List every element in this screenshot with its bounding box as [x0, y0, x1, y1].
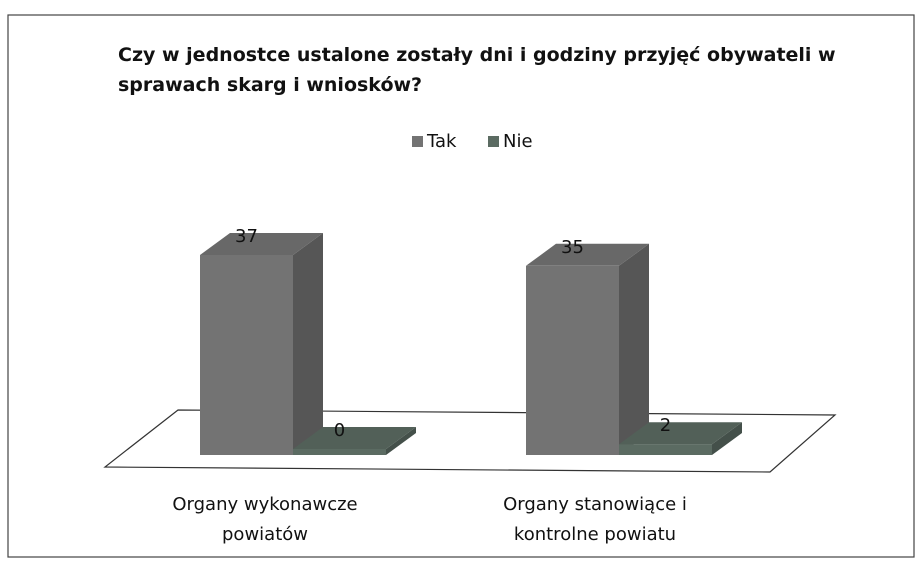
bar-side: [619, 243, 649, 455]
data-label: 37: [235, 226, 258, 247]
bar-side: [386, 427, 416, 455]
bar: [200, 233, 323, 455]
bar-top: [526, 243, 649, 266]
legend-label: Nie: [503, 131, 533, 152]
bar: [526, 243, 649, 455]
floor: [103, 409, 837, 473]
bar: [293, 427, 416, 455]
data-label: 0: [334, 420, 345, 441]
x-tick-label: Organy stanowiące i kontrolne powiatu: [503, 494, 687, 545]
chart-title: Czy w jednostce ustalone zostały dni i g…: [118, 44, 836, 96]
bar-front: [293, 449, 386, 455]
bar-top: [200, 233, 323, 255]
legend-swatch: [412, 136, 423, 147]
bar-front: [200, 255, 293, 455]
bar-front: [619, 444, 712, 455]
bar-side: [712, 422, 742, 455]
bar-side: [293, 233, 323, 455]
bar-top: [619, 422, 742, 445]
bar-top: [293, 427, 416, 449]
legend-swatch: [488, 136, 499, 147]
bar: [619, 422, 742, 455]
data-label: 2: [660, 415, 671, 436]
legend-label: Tak: [426, 131, 457, 152]
chart-border: [7, 14, 915, 558]
x-tick-label: Organy wykonawcze powiatów: [172, 494, 358, 545]
bar-front: [526, 265, 619, 455]
data-label: 35: [561, 237, 584, 258]
